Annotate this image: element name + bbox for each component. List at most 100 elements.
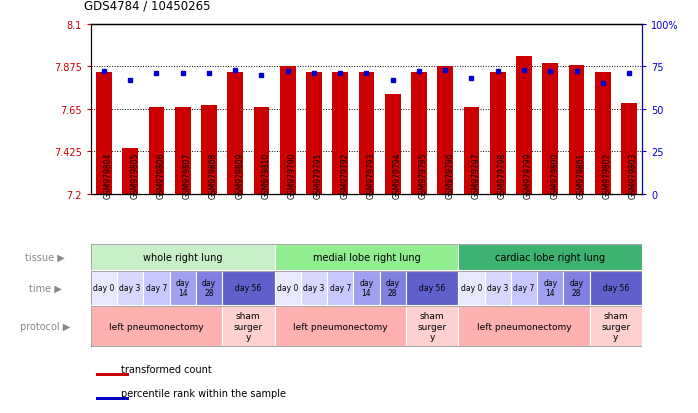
Bar — [96, 396, 129, 400]
Bar — [511, 271, 537, 305]
Text: percentile rank within the sample: percentile rank within the sample — [121, 388, 286, 398]
Bar — [380, 271, 406, 305]
Bar — [459, 271, 484, 305]
Text: GSM979802: GSM979802 — [603, 152, 611, 198]
Bar — [306, 73, 322, 194]
Bar — [590, 271, 642, 305]
Text: GSM979810: GSM979810 — [262, 152, 270, 198]
Bar — [537, 271, 563, 305]
Text: GSM979791: GSM979791 — [314, 152, 323, 198]
Bar — [332, 73, 348, 194]
Text: GSM979800: GSM979800 — [550, 152, 559, 198]
Text: time ▶: time ▶ — [29, 283, 61, 293]
Text: day 0: day 0 — [277, 284, 298, 292]
Bar — [274, 244, 459, 270]
Text: day 7: day 7 — [513, 284, 535, 292]
Text: transformed count: transformed count — [121, 364, 211, 374]
Bar — [621, 104, 637, 194]
Text: GSM979796: GSM979796 — [445, 152, 454, 198]
Bar — [96, 373, 129, 376]
Text: day 3: day 3 — [303, 284, 325, 292]
Bar — [463, 107, 480, 194]
Bar — [459, 244, 642, 270]
Text: sham
surger
y: sham surger y — [234, 311, 263, 341]
Bar — [459, 306, 590, 346]
Text: GSM979790: GSM979790 — [288, 152, 297, 198]
Text: GSM979795: GSM979795 — [419, 152, 428, 198]
Bar — [438, 67, 453, 194]
Bar — [274, 271, 301, 305]
Bar — [228, 73, 243, 194]
Text: GSM979809: GSM979809 — [235, 152, 244, 198]
Text: left pneumonectomy: left pneumonectomy — [293, 322, 387, 331]
Text: GSM979793: GSM979793 — [366, 152, 376, 198]
Bar — [222, 271, 274, 305]
Text: GSM979797: GSM979797 — [471, 152, 480, 198]
Bar — [385, 95, 401, 194]
Text: day
28: day 28 — [570, 278, 584, 298]
Bar — [301, 271, 327, 305]
Text: medial lobe right lung: medial lobe right lung — [313, 252, 420, 262]
Bar — [353, 271, 380, 305]
Bar — [516, 57, 532, 194]
Text: GSM979799: GSM979799 — [524, 152, 533, 198]
Text: day 3: day 3 — [487, 284, 508, 292]
Text: whole right lung: whole right lung — [143, 252, 223, 262]
Text: GSM979806: GSM979806 — [156, 152, 165, 198]
Text: day 7: day 7 — [146, 284, 167, 292]
Text: GDS4784 / 10450265: GDS4784 / 10450265 — [84, 0, 210, 12]
Bar — [222, 306, 274, 346]
Bar — [91, 244, 274, 270]
Text: GSM979807: GSM979807 — [183, 152, 192, 198]
Text: cardiac lobe right lung: cardiac lobe right lung — [495, 252, 605, 262]
Text: day
14: day 14 — [359, 278, 373, 298]
Text: day 7: day 7 — [329, 284, 351, 292]
Bar — [411, 73, 427, 194]
Text: tissue ▶: tissue ▶ — [26, 252, 65, 262]
Bar — [91, 271, 117, 305]
Bar — [280, 67, 295, 194]
Bar — [91, 306, 222, 346]
Text: protocol ▶: protocol ▶ — [20, 321, 70, 331]
Bar — [96, 73, 112, 194]
Text: GSM979794: GSM979794 — [393, 152, 402, 198]
Bar — [359, 73, 374, 194]
Bar — [201, 106, 217, 194]
Text: GSM979804: GSM979804 — [104, 152, 113, 198]
Text: left pneumonectomy: left pneumonectomy — [109, 322, 204, 331]
Text: sham
surger
y: sham surger y — [602, 311, 630, 341]
Text: GSM979808: GSM979808 — [209, 152, 218, 198]
Bar — [406, 306, 459, 346]
Text: day 56: day 56 — [603, 284, 629, 292]
Text: day
14: day 14 — [543, 278, 557, 298]
Text: GSM979798: GSM979798 — [498, 152, 507, 198]
Bar — [143, 271, 170, 305]
Text: day
28: day 28 — [386, 278, 400, 298]
Bar — [490, 73, 505, 194]
Bar — [122, 149, 138, 194]
Bar — [274, 306, 406, 346]
Text: day 56: day 56 — [235, 284, 262, 292]
Bar — [117, 271, 143, 305]
Bar — [563, 271, 590, 305]
Text: GSM979801: GSM979801 — [577, 152, 586, 198]
Bar — [174, 107, 191, 194]
Bar — [590, 306, 642, 346]
Bar — [170, 271, 195, 305]
Text: left pneumonectomy: left pneumonectomy — [477, 322, 571, 331]
Text: day
28: day 28 — [202, 278, 216, 298]
Text: day
14: day 14 — [176, 278, 190, 298]
Bar — [253, 107, 269, 194]
Text: day 3: day 3 — [119, 284, 141, 292]
Bar — [327, 271, 353, 305]
Bar — [149, 107, 164, 194]
Bar — [542, 63, 558, 194]
Text: GSM979803: GSM979803 — [629, 152, 638, 198]
Bar — [195, 271, 222, 305]
Text: day 0: day 0 — [93, 284, 114, 292]
Bar — [595, 73, 611, 194]
Text: GSM979792: GSM979792 — [340, 152, 349, 198]
Text: day 0: day 0 — [461, 284, 482, 292]
Bar — [406, 271, 459, 305]
Text: day 56: day 56 — [419, 284, 445, 292]
